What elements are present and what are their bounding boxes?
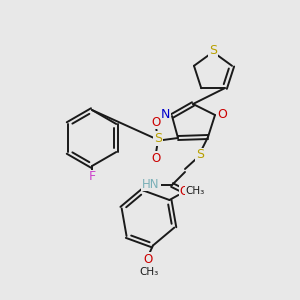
Text: O: O	[217, 107, 227, 121]
Text: F: F	[88, 170, 96, 184]
Text: O: O	[143, 253, 152, 266]
Text: O: O	[180, 184, 189, 197]
Text: S: S	[209, 44, 217, 56]
Text: CH₃: CH₃	[139, 267, 158, 277]
Text: HN: HN	[142, 178, 160, 190]
Text: O: O	[152, 116, 160, 128]
Text: CH₃: CH₃	[186, 186, 205, 196]
Text: O: O	[190, 187, 200, 200]
Text: S: S	[196, 148, 204, 161]
Text: N: N	[160, 109, 170, 122]
Text: S: S	[154, 131, 162, 145]
Text: O: O	[152, 152, 160, 164]
